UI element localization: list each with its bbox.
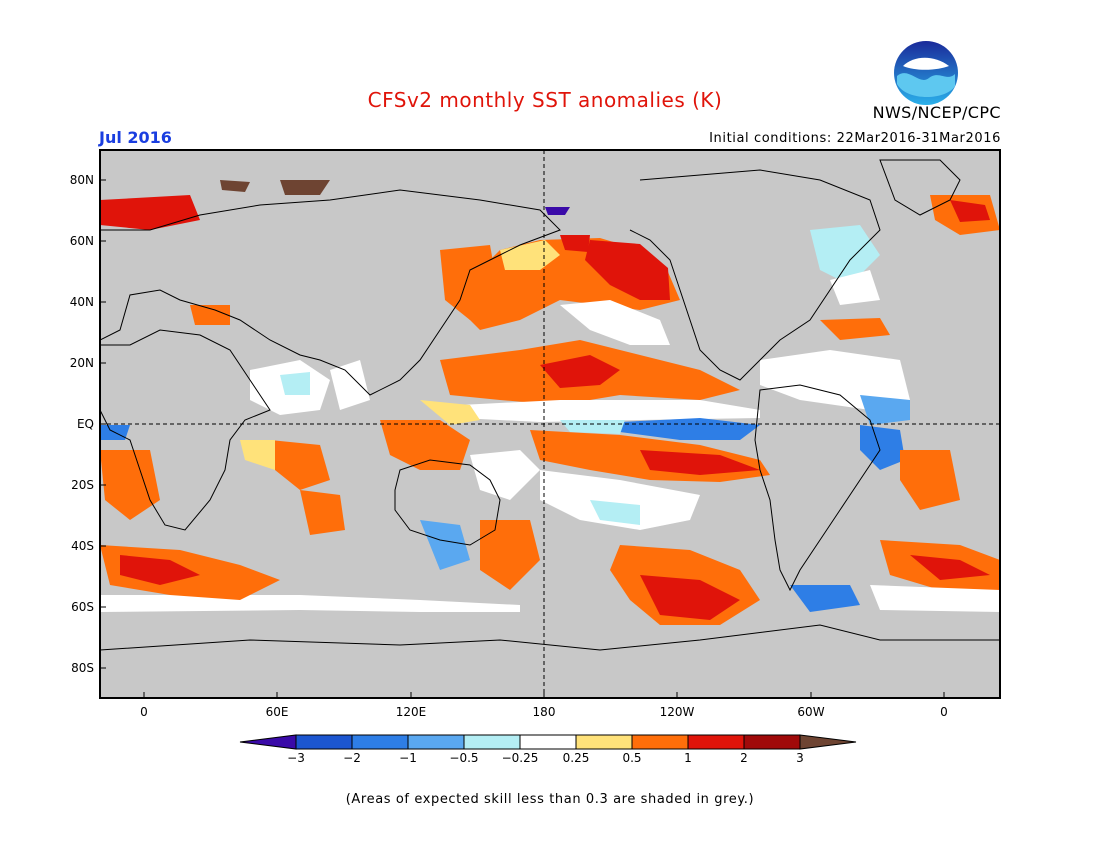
tasman-warm — [480, 520, 540, 590]
colorbar-triangle-high — [799, 734, 857, 750]
lon-label: 60W — [797, 705, 824, 719]
colorbar-swatch — [295, 734, 353, 750]
southern-ocean-red-sw — [120, 555, 200, 585]
antarctica-coast — [100, 624, 1000, 651]
siberia-brown — [280, 180, 330, 195]
south-pacific-white — [540, 470, 700, 530]
gulf-alaska-strong-warm — [585, 240, 670, 300]
lat-label: 80N — [70, 173, 94, 187]
eurasia-coast — [100, 189, 561, 396]
colorbar-label: −1 — [399, 751, 417, 765]
title-text: CFSv2 monthly SST anomalies (K) — [367, 88, 723, 112]
southern-ocean-red-se — [910, 555, 990, 580]
colorbar-label: −2 — [343, 751, 361, 765]
barents-warm — [100, 195, 200, 230]
colorbar-label: −0.25 — [502, 751, 539, 765]
colorbar-swatch — [743, 734, 801, 750]
colorbar-swatch — [631, 734, 689, 750]
lon-label: 180 — [533, 705, 556, 719]
lat-label: EQ — [77, 417, 94, 431]
lon-label: 120W — [660, 705, 695, 719]
noaa-logo-icon — [894, 41, 958, 105]
bay-of-bengal-white — [330, 360, 370, 410]
indian-ocean-warm-2 — [300, 490, 345, 535]
mediterranean-warm — [190, 305, 230, 325]
south-america-coast — [754, 384, 881, 592]
coral-sea-white — [470, 450, 540, 500]
colorbar-label: −3 — [287, 751, 305, 765]
longitude-labels: 0 60E 120E 180 120W 60W 0 — [140, 705, 948, 719]
indian-ocean-light-blue — [280, 372, 310, 395]
footnote: (Areas of expected skill less than 0.3 a… — [345, 792, 755, 807]
australia-coast — [394, 459, 501, 546]
north-atlantic-white — [760, 350, 910, 410]
indian-ocean-warm-1 — [270, 440, 330, 490]
north-america-coast — [629, 169, 881, 381]
colorbar-label: −0.5 — [449, 751, 478, 765]
colorbar — [239, 734, 857, 750]
lat-label: 20N — [70, 356, 94, 370]
latitude-labels: 80N 60N 40N 20N EQ 20S 40S 60S 80S — [70, 173, 94, 675]
west-australia-blue — [420, 520, 470, 570]
colorbar-label: 2 — [740, 751, 748, 765]
subtropical-pacific-red — [540, 355, 620, 388]
lon-label: 0 — [940, 705, 948, 719]
month-label: Jul 2016 — [99, 128, 172, 147]
drake-passage-blue — [790, 585, 860, 612]
lon-label: 60E — [266, 705, 289, 719]
colorbar-swatch — [575, 734, 633, 750]
colorbar-swatch — [351, 734, 409, 750]
latitude-axis — [100, 179, 106, 669]
colorbar-label: 3 — [796, 751, 804, 765]
equatorial-pacific-white — [460, 400, 760, 422]
bering-red — [560, 235, 590, 252]
maritime-continent-yellow — [420, 400, 480, 425]
lat-label: 60N — [70, 234, 94, 248]
anomaly-fields — [100, 180, 1000, 625]
agency-label: NWS/NCEP/CPC — [872, 103, 1001, 122]
northwest-pacific-warm — [440, 245, 500, 320]
lat-label: 80S — [71, 661, 94, 675]
longitude-axis — [143, 692, 945, 698]
colorbar-label: 0.25 — [563, 751, 590, 765]
maritime-continent-warm — [380, 420, 470, 470]
colorbar-label: 1 — [684, 751, 692, 765]
south-atlantic-blue — [860, 425, 905, 470]
lat-label: 20S — [71, 478, 94, 492]
south-atlantic-warm — [900, 450, 960, 510]
tropical-atlantic-blue — [860, 395, 910, 425]
initial-conditions-label: Initial conditions: 22Mar2016-31Mar2016 — [709, 131, 1001, 146]
indian-ocean-yellow — [240, 440, 275, 470]
colorbar-swatch — [463, 734, 521, 750]
kara-brown — [220, 180, 250, 192]
southwest-indian-warm — [100, 450, 160, 520]
lon-label: 0 — [140, 705, 148, 719]
colorbar-swatch — [407, 734, 465, 750]
africa-coast — [100, 329, 271, 531]
lat-label: 40N — [70, 295, 94, 309]
arctic-purple — [545, 207, 570, 215]
south-pacific-red — [640, 450, 760, 475]
colorbar-swatch — [687, 734, 745, 750]
north-atlantic-warm — [820, 318, 890, 340]
south-pacific-light-blue — [590, 500, 640, 525]
lon-label: 120E — [396, 705, 427, 719]
southern-ocean-white-se — [870, 585, 1000, 612]
colorbar-labels: −3 −2 −1 −0.5 −0.25 0.25 0.5 1 2 3 — [287, 751, 804, 765]
colorbar-label: 0.5 — [622, 751, 641, 765]
colorbar-triangle-low — [239, 734, 297, 750]
lat-label: 40S — [71, 539, 94, 553]
coastlines — [100, 159, 1000, 651]
southern-ocean-white-band — [100, 595, 520, 612]
southern-pacific-red-blob — [640, 575, 740, 620]
greenland-red — [950, 200, 990, 222]
lat-label: 60S — [71, 600, 94, 614]
north-pacific-white-band — [560, 300, 670, 345]
labrador-white — [830, 270, 880, 305]
greenland-coast — [879, 159, 961, 216]
colorbar-swatch — [519, 734, 577, 750]
labrador-light-blue — [810, 225, 880, 285]
chart-title: CFSv2 monthly SST anomalies (K) — [0, 88, 1100, 112]
